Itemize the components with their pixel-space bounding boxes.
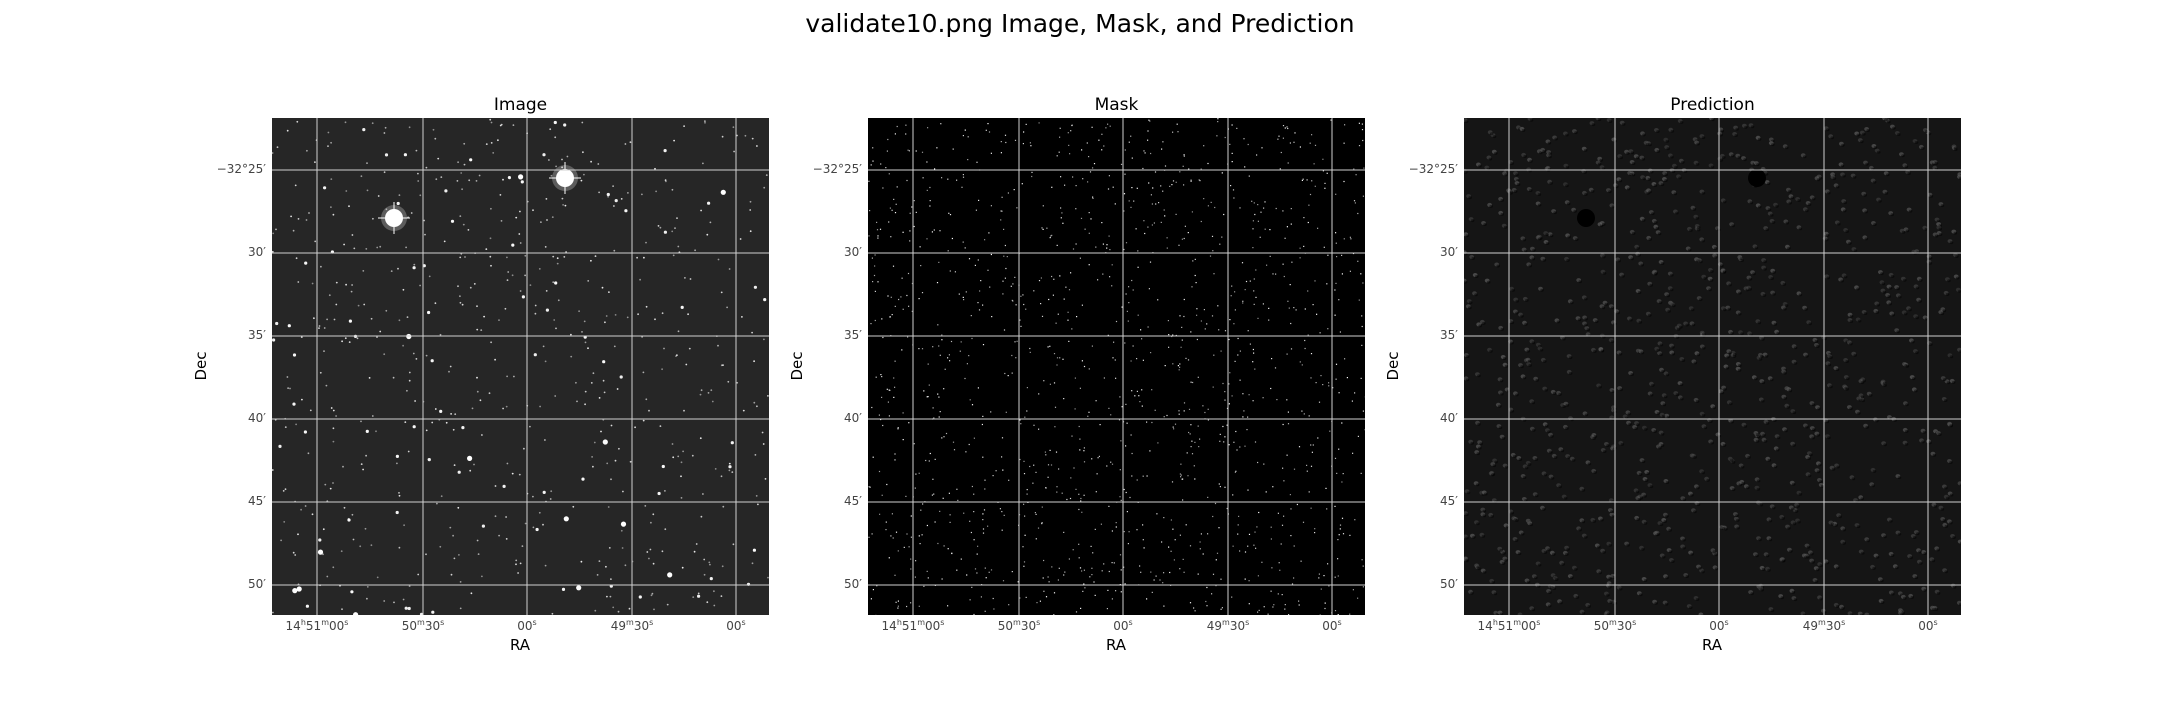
star-field — [868, 118, 1365, 615]
ra-tick-label: 14h51m00s — [881, 618, 945, 633]
dec-tick-label: 35′ — [248, 328, 266, 342]
ra-tick-label: 00s — [1918, 618, 1938, 633]
panel-title: Prediction — [1670, 95, 1755, 115]
dec-tick-label: 40′ — [844, 411, 862, 425]
image-canvas — [1464, 118, 1961, 615]
dec-tick-label: −32°25′ — [216, 162, 266, 176]
coordinate-grid — [1464, 118, 1961, 615]
ra-tick-label: 50m30s — [997, 618, 1041, 633]
ra-tick-label: 49m30s — [1802, 618, 1846, 633]
x-axis-label: RA — [1701, 636, 1723, 654]
dec-tick-label: −32°25′ — [812, 162, 862, 176]
figure-title: validate10.png Image, Mask, and Predicti… — [805, 9, 1355, 38]
star-field — [272, 118, 769, 615]
ra-tick-label: 14h51m00s — [1477, 618, 1541, 633]
ra-tick-label: 14h51m00s — [285, 618, 349, 633]
image-canvas — [272, 118, 769, 615]
x-axis-label: RA — [1105, 636, 1127, 654]
panel-title: Image — [493, 95, 548, 115]
ra-tick-label: 00s — [517, 618, 537, 633]
dec-tick-label: 50′ — [1440, 577, 1458, 591]
coordinate-grid — [868, 118, 1365, 615]
ra-tick-label: 49m30s — [1206, 618, 1250, 633]
ra-tick-label: 00s — [1322, 618, 1342, 633]
ra-tick-label: 50m30s — [401, 618, 445, 633]
sky-image — [272, 118, 769, 615]
dec-tick-label: 35′ — [844, 328, 862, 342]
mask-image — [868, 118, 1365, 615]
y-axis-label: Dec — [1384, 351, 1402, 381]
dec-tick-label: 40′ — [1440, 411, 1458, 425]
dec-tick-label: 45′ — [248, 494, 266, 508]
dec-tick-label: 35′ — [1440, 328, 1458, 342]
ra-tick-label: 00s — [726, 618, 746, 633]
dec-tick-label: 30′ — [844, 245, 862, 259]
dec-tick-label: 45′ — [1440, 494, 1458, 508]
ra-tick-label: 49m30s — [610, 618, 654, 633]
ra-tick-label: 00s — [1709, 618, 1729, 633]
dec-tick-label: 45′ — [844, 494, 862, 508]
dec-tick-label: −32°25′ — [1408, 162, 1458, 176]
dec-tick-label: 40′ — [248, 411, 266, 425]
dec-tick-label: 30′ — [1440, 245, 1458, 259]
ra-tick-label: 50m30s — [1593, 618, 1637, 633]
dec-tick-label: 50′ — [248, 577, 266, 591]
prediction-image — [1464, 118, 1961, 615]
x-axis-label: RA — [509, 636, 531, 654]
ra-tick-label: 00s — [1113, 618, 1133, 633]
star-field — [1464, 118, 1961, 615]
coordinate-grid — [272, 118, 769, 615]
dec-tick-label: 30′ — [248, 245, 266, 259]
panel-title: Mask — [1094, 95, 1139, 115]
dec-tick-label: 50′ — [844, 577, 862, 591]
image-canvas — [868, 118, 1365, 615]
